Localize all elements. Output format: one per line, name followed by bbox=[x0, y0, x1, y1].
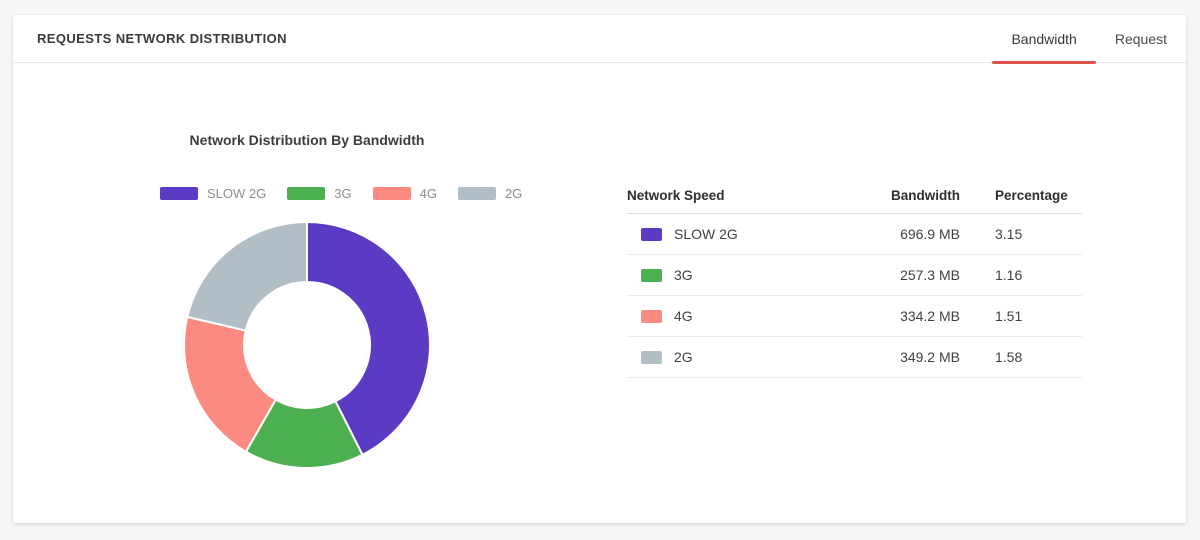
row-label: 2G bbox=[674, 349, 693, 365]
row-label: SLOW 2G bbox=[674, 226, 738, 242]
row-color-swatch bbox=[641, 309, 662, 323]
cell-bandwidth: 334.2 MB bbox=[900, 308, 960, 324]
legend-swatch-4g bbox=[372, 187, 411, 200]
legend-label: 3G bbox=[334, 186, 352, 201]
cell-bandwidth: 349.2 MB bbox=[900, 349, 960, 365]
donut-chart bbox=[183, 221, 431, 469]
cell-percentage: 1.16 bbox=[995, 267, 1023, 283]
legend-item-3g[interactable]: 3G bbox=[287, 186, 352, 201]
table-row-3g: 3G 257.3 MB 1.16 bbox=[627, 255, 1082, 296]
cell-bandwidth: 696.9 MB bbox=[900, 226, 960, 242]
column-header-bandwidth: Bandwidth bbox=[891, 187, 960, 203]
row-label: 3G bbox=[674, 267, 693, 283]
cell-network-speed: SLOW 2G bbox=[627, 226, 840, 242]
cell-percentage: 1.58 bbox=[995, 349, 1023, 365]
row-label: 4G bbox=[674, 308, 693, 324]
cell-network-speed: 2G bbox=[627, 349, 840, 365]
legend-item-slow-2g[interactable]: SLOW 2G bbox=[160, 186, 266, 201]
cell-network-speed: 4G bbox=[627, 308, 840, 324]
card-title: REQUESTS NETWORK DISTRIBUTION bbox=[37, 31, 287, 46]
legend-item-4g[interactable]: 4G bbox=[372, 186, 437, 201]
table-body: SLOW 2G 696.9 MB 3.15 3G 257.3 MB 1.16 4G 334.2… bbox=[627, 214, 1082, 378]
requests-network-distribution-card: REQUESTS NETWORK DISTRIBUTION Bandwidth … bbox=[13, 15, 1186, 523]
legend-swatch-2g bbox=[457, 187, 496, 200]
card-body: Network Distribution By Bandwidth SLOW 2… bbox=[13, 63, 1186, 522]
legend-swatch-slow-2g bbox=[160, 187, 198, 200]
table-header-row: Network Speed Bandwidth Percentage bbox=[627, 177, 1082, 214]
row-color-swatch bbox=[641, 350, 662, 364]
tab-bar: Bandwidth Request bbox=[992, 15, 1186, 64]
row-color-swatch bbox=[641, 268, 662, 282]
column-header-percentage: Percentage bbox=[995, 187, 1068, 203]
legend-label: 4G bbox=[419, 186, 437, 201]
legend-item-2g[interactable]: 2G bbox=[457, 186, 523, 201]
chart-title: Network Distribution By Bandwidth bbox=[189, 132, 425, 148]
legend-label: 2G bbox=[504, 186, 523, 201]
table-row-2g: 2G 349.2 MB 1.58 bbox=[627, 337, 1082, 378]
tab-bandwidth[interactable]: Bandwidth bbox=[992, 15, 1097, 64]
donut-slice-slow-2g[interactable] bbox=[306, 221, 431, 456]
cell-network-speed: 3G bbox=[627, 267, 840, 283]
tab-request[interactable]: Request bbox=[1114, 30, 1167, 47]
table-row-4g: 4G 334.2 MB 1.51 bbox=[627, 296, 1082, 337]
cell-percentage: 1.51 bbox=[995, 308, 1023, 324]
chart-legend: SLOW 2G 3G 4G 2G bbox=[160, 186, 543, 201]
column-header-network-speed: Network Speed bbox=[627, 187, 725, 203]
card-header: REQUESTS NETWORK DISTRIBUTION Bandwidth … bbox=[13, 15, 1186, 64]
legend-swatch-3g bbox=[287, 187, 326, 200]
legend-label: SLOW 2G bbox=[207, 186, 267, 201]
donut-slice-2g[interactable] bbox=[186, 221, 308, 332]
row-color-swatch bbox=[641, 227, 662, 241]
table-row-slow-2g: SLOW 2G 696.9 MB 3.15 bbox=[627, 214, 1082, 255]
cell-bandwidth: 257.3 MB bbox=[900, 267, 960, 283]
donut-slice-4g[interactable] bbox=[183, 315, 277, 453]
network-speed-table: Network Speed Bandwidth Percentage SLOW … bbox=[627, 177, 1082, 378]
cell-percentage: 3.15 bbox=[995, 226, 1023, 242]
